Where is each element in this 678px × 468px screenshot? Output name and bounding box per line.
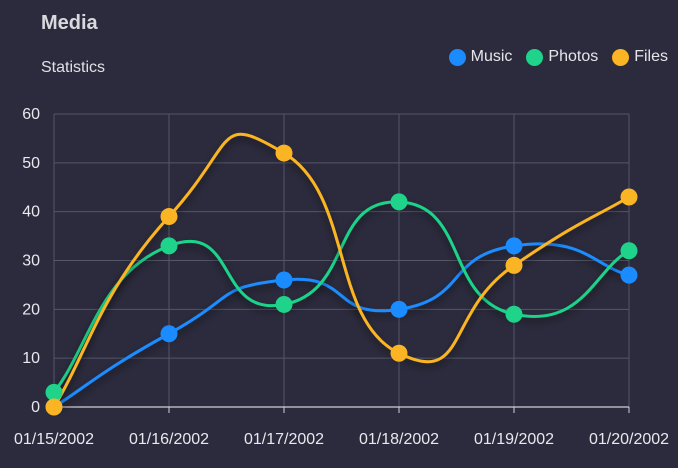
legend-marker (526, 48, 544, 66)
legend-label: Files (634, 48, 668, 65)
legend-label: Photos (548, 48, 599, 65)
x-tick-label: 01/18/2002 (359, 431, 439, 448)
legend-item-files[interactable]: Files (612, 48, 668, 66)
y-tick-label: 20 (22, 301, 40, 318)
y-tick-label: 10 (22, 350, 40, 367)
legend-item-music[interactable]: Music (448, 48, 513, 66)
y-tick-label: 0 (31, 399, 40, 416)
data-point-files[interactable] (45, 398, 63, 416)
data-point-music[interactable] (505, 237, 523, 255)
data-point-music[interactable] (620, 266, 638, 284)
data-point-files[interactable] (390, 344, 408, 362)
chart-title: Media (41, 12, 98, 34)
series-line-music (53, 242, 630, 409)
legend-item-photos[interactable]: Photos (526, 48, 598, 66)
data-point-photos[interactable] (160, 237, 178, 255)
data-point-photos[interactable] (390, 193, 408, 211)
legend-marker (612, 48, 630, 66)
x-tick-label: 01/16/2002 (129, 431, 209, 448)
data-point-files[interactable] (160, 208, 178, 226)
series-lines (52, 132, 630, 409)
grid (53, 113, 630, 407)
legend-label: Music (470, 48, 513, 65)
chart-subtitle: Statistics (41, 59, 106, 76)
legend-marker (448, 48, 466, 66)
data-point-files[interactable] (275, 144, 293, 162)
x-tick-label: 01/15/2002 (14, 431, 94, 448)
x-tick-label: 01/19/2002 (474, 431, 554, 448)
x-tick-label: 01/20/2002 (589, 431, 669, 448)
y-tick-label: 60 (22, 106, 40, 123)
y-tick-label: 40 (22, 204, 40, 221)
data-point-files[interactable] (505, 256, 523, 274)
chart-legend: Music Photos Files (448, 48, 668, 66)
y-tick-label: 50 (22, 155, 40, 172)
data-point-photos[interactable] (275, 295, 293, 313)
data-point-files[interactable] (620, 188, 638, 206)
data-point-music[interactable] (275, 271, 293, 289)
series-points (45, 144, 638, 416)
series-line-files (52, 132, 630, 408)
x-tick-label: 01/17/2002 (244, 431, 324, 448)
data-point-photos[interactable] (620, 242, 638, 260)
data-point-music[interactable] (390, 300, 408, 318)
data-point-music[interactable] (160, 325, 178, 343)
axes: 0 10 20 30 40 50 60 01/15/2002 01/16/2002 01/17/2… (14, 106, 669, 448)
data-point-photos[interactable] (45, 383, 63, 401)
y-tick-label: 30 (22, 253, 40, 270)
data-point-photos[interactable] (505, 305, 523, 323)
